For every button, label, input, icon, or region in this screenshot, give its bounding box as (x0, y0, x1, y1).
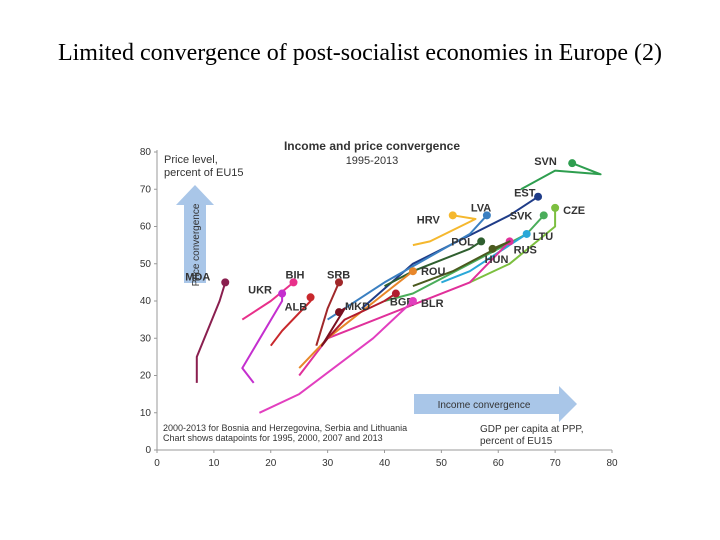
country-label: EST (514, 188, 536, 200)
country-line (327, 214, 488, 321)
y-tick-label: 30 (140, 333, 152, 344)
y-tick-label: 80 (140, 147, 152, 158)
country-line (384, 240, 482, 287)
country-endpoint (408, 297, 417, 305)
x-tick-label: 40 (379, 458, 391, 469)
x-tick-label: 20 (265, 458, 277, 469)
country-label: LVA (471, 202, 491, 214)
country-endpoint (306, 293, 315, 302)
x-tick-label: 80 (606, 458, 618, 469)
y-axis-label: percent of EU15 (164, 167, 244, 179)
country-label: MDA (185, 271, 210, 283)
note: Chart shows datapoints for 1995, 2000, 2… (163, 433, 383, 443)
x-axis-label: GDP per capita at PPP, (480, 424, 584, 435)
y-tick-label: 0 (145, 445, 151, 456)
country-endpoint (568, 159, 577, 168)
country-line (412, 214, 477, 247)
country-label: ALB (285, 301, 308, 313)
country-line (441, 233, 528, 284)
y-arrow-label: Price convergence (191, 203, 202, 286)
y-tick-label: 10 (140, 408, 152, 419)
price-arrow-head (176, 185, 214, 205)
country-endpoint (477, 237, 486, 246)
country-line (241, 281, 295, 321)
country-line (258, 300, 414, 414)
country-label: LTU (533, 231, 554, 243)
country-endpoint (534, 192, 543, 201)
slide-title: Limited convergence of post-socialist ec… (57, 40, 663, 66)
country-endpoint (539, 211, 548, 220)
country-endpoint (482, 211, 491, 220)
country-label: BLR (421, 298, 444, 310)
country-line (384, 214, 545, 302)
country-endpoint (289, 278, 298, 287)
x-tick-label: 60 (493, 458, 505, 469)
y-tick-label: 50 (140, 259, 152, 270)
x-tick-label: 50 (436, 458, 448, 469)
y-axis-label: Price level, (164, 154, 218, 166)
country-label: ROU (421, 266, 446, 278)
country-endpoint (391, 289, 400, 298)
country-label: SRB (327, 269, 350, 281)
x-axis-label: percent of EU15 (480, 436, 553, 447)
country-label: CZE (563, 205, 585, 217)
y-tick-label: 70 (140, 184, 152, 195)
x-tick-label: 70 (550, 458, 562, 469)
y-tick-label: 20 (140, 371, 152, 382)
country-label: HRV (417, 214, 441, 226)
country-endpoint (221, 278, 230, 287)
country-line (195, 282, 227, 383)
chart-subtitle: 1995-2013 (346, 155, 399, 167)
country-label: UKR (248, 285, 272, 297)
country-label: SVN (534, 156, 557, 168)
country-line (298, 240, 511, 377)
country-line (469, 207, 557, 284)
country-endpoint (448, 211, 457, 220)
x-tick-label: 30 (322, 458, 334, 469)
price-arrow (184, 205, 206, 283)
country-label: POL (451, 236, 474, 248)
x-arrow-label: Income convergence (438, 400, 531, 411)
country-line (520, 162, 602, 191)
country-label: BIH (286, 269, 305, 281)
country-endpoint (408, 267, 417, 276)
country-line (326, 292, 397, 339)
country-line (298, 270, 414, 369)
y-tick-label: 40 (140, 296, 152, 307)
country-endpoint (522, 229, 531, 238)
country-endpoint (278, 289, 287, 298)
country-endpoint (335, 308, 343, 317)
x-tick-label: 10 (208, 458, 220, 469)
income-arrow-head (559, 386, 577, 422)
country-line (315, 281, 340, 346)
income-arrow (414, 394, 559, 414)
note: 2000-2013 for Bosnia and Herzegovina, Se… (163, 423, 407, 433)
country-endpoint (551, 203, 560, 212)
country-label: RUS (514, 244, 537, 256)
country-endpoint (488, 244, 497, 253)
country-label: SVK (510, 210, 533, 222)
country-line (412, 240, 511, 288)
country-label: MKD (345, 301, 370, 313)
y-tick-label: 60 (140, 222, 152, 233)
country-label: HUN (485, 254, 509, 266)
country-endpoint (335, 278, 343, 287)
chart-title: Income and price convergence (284, 139, 460, 153)
x-tick-label: 0 (154, 458, 160, 469)
